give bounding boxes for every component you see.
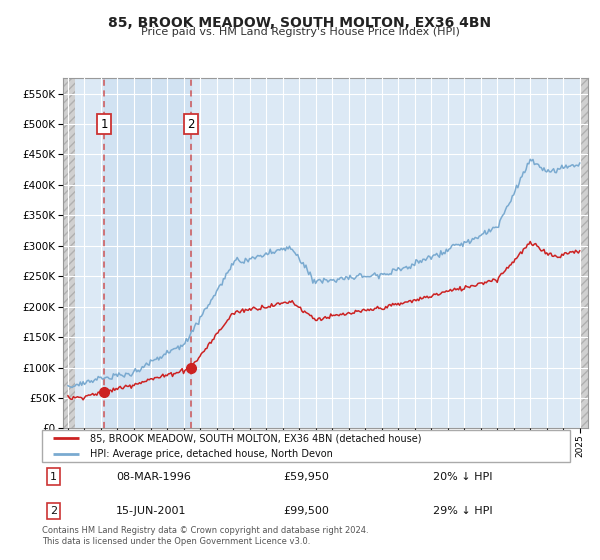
Text: 85, BROOK MEADOW, SOUTH MOLTON, EX36 4BN: 85, BROOK MEADOW, SOUTH MOLTON, EX36 4BN — [109, 16, 491, 30]
Text: 85, BROOK MEADOW, SOUTH MOLTON, EX36 4BN (detached house): 85, BROOK MEADOW, SOUTH MOLTON, EX36 4BN… — [89, 433, 421, 444]
Text: 2: 2 — [187, 118, 194, 130]
Text: 20% ↓ HPI: 20% ↓ HPI — [433, 472, 492, 482]
Text: 29% ↓ HPI: 29% ↓ HPI — [433, 506, 493, 516]
Text: Contains HM Land Registry data © Crown copyright and database right 2024.
This d: Contains HM Land Registry data © Crown c… — [42, 526, 368, 546]
Text: 1: 1 — [50, 472, 57, 482]
FancyBboxPatch shape — [42, 430, 570, 462]
Text: £59,950: £59,950 — [283, 472, 329, 482]
Text: 2: 2 — [50, 506, 57, 516]
Text: 08-MAR-1996: 08-MAR-1996 — [116, 472, 191, 482]
Text: HPI: Average price, detached house, North Devon: HPI: Average price, detached house, Nort… — [89, 449, 332, 459]
Text: Price paid vs. HM Land Registry's House Price Index (HPI): Price paid vs. HM Land Registry's House … — [140, 27, 460, 37]
Bar — [104, 78, 191, 428]
Text: 1: 1 — [100, 118, 107, 130]
Text: £99,500: £99,500 — [283, 506, 329, 516]
Text: 15-JUN-2001: 15-JUN-2001 — [116, 506, 187, 516]
